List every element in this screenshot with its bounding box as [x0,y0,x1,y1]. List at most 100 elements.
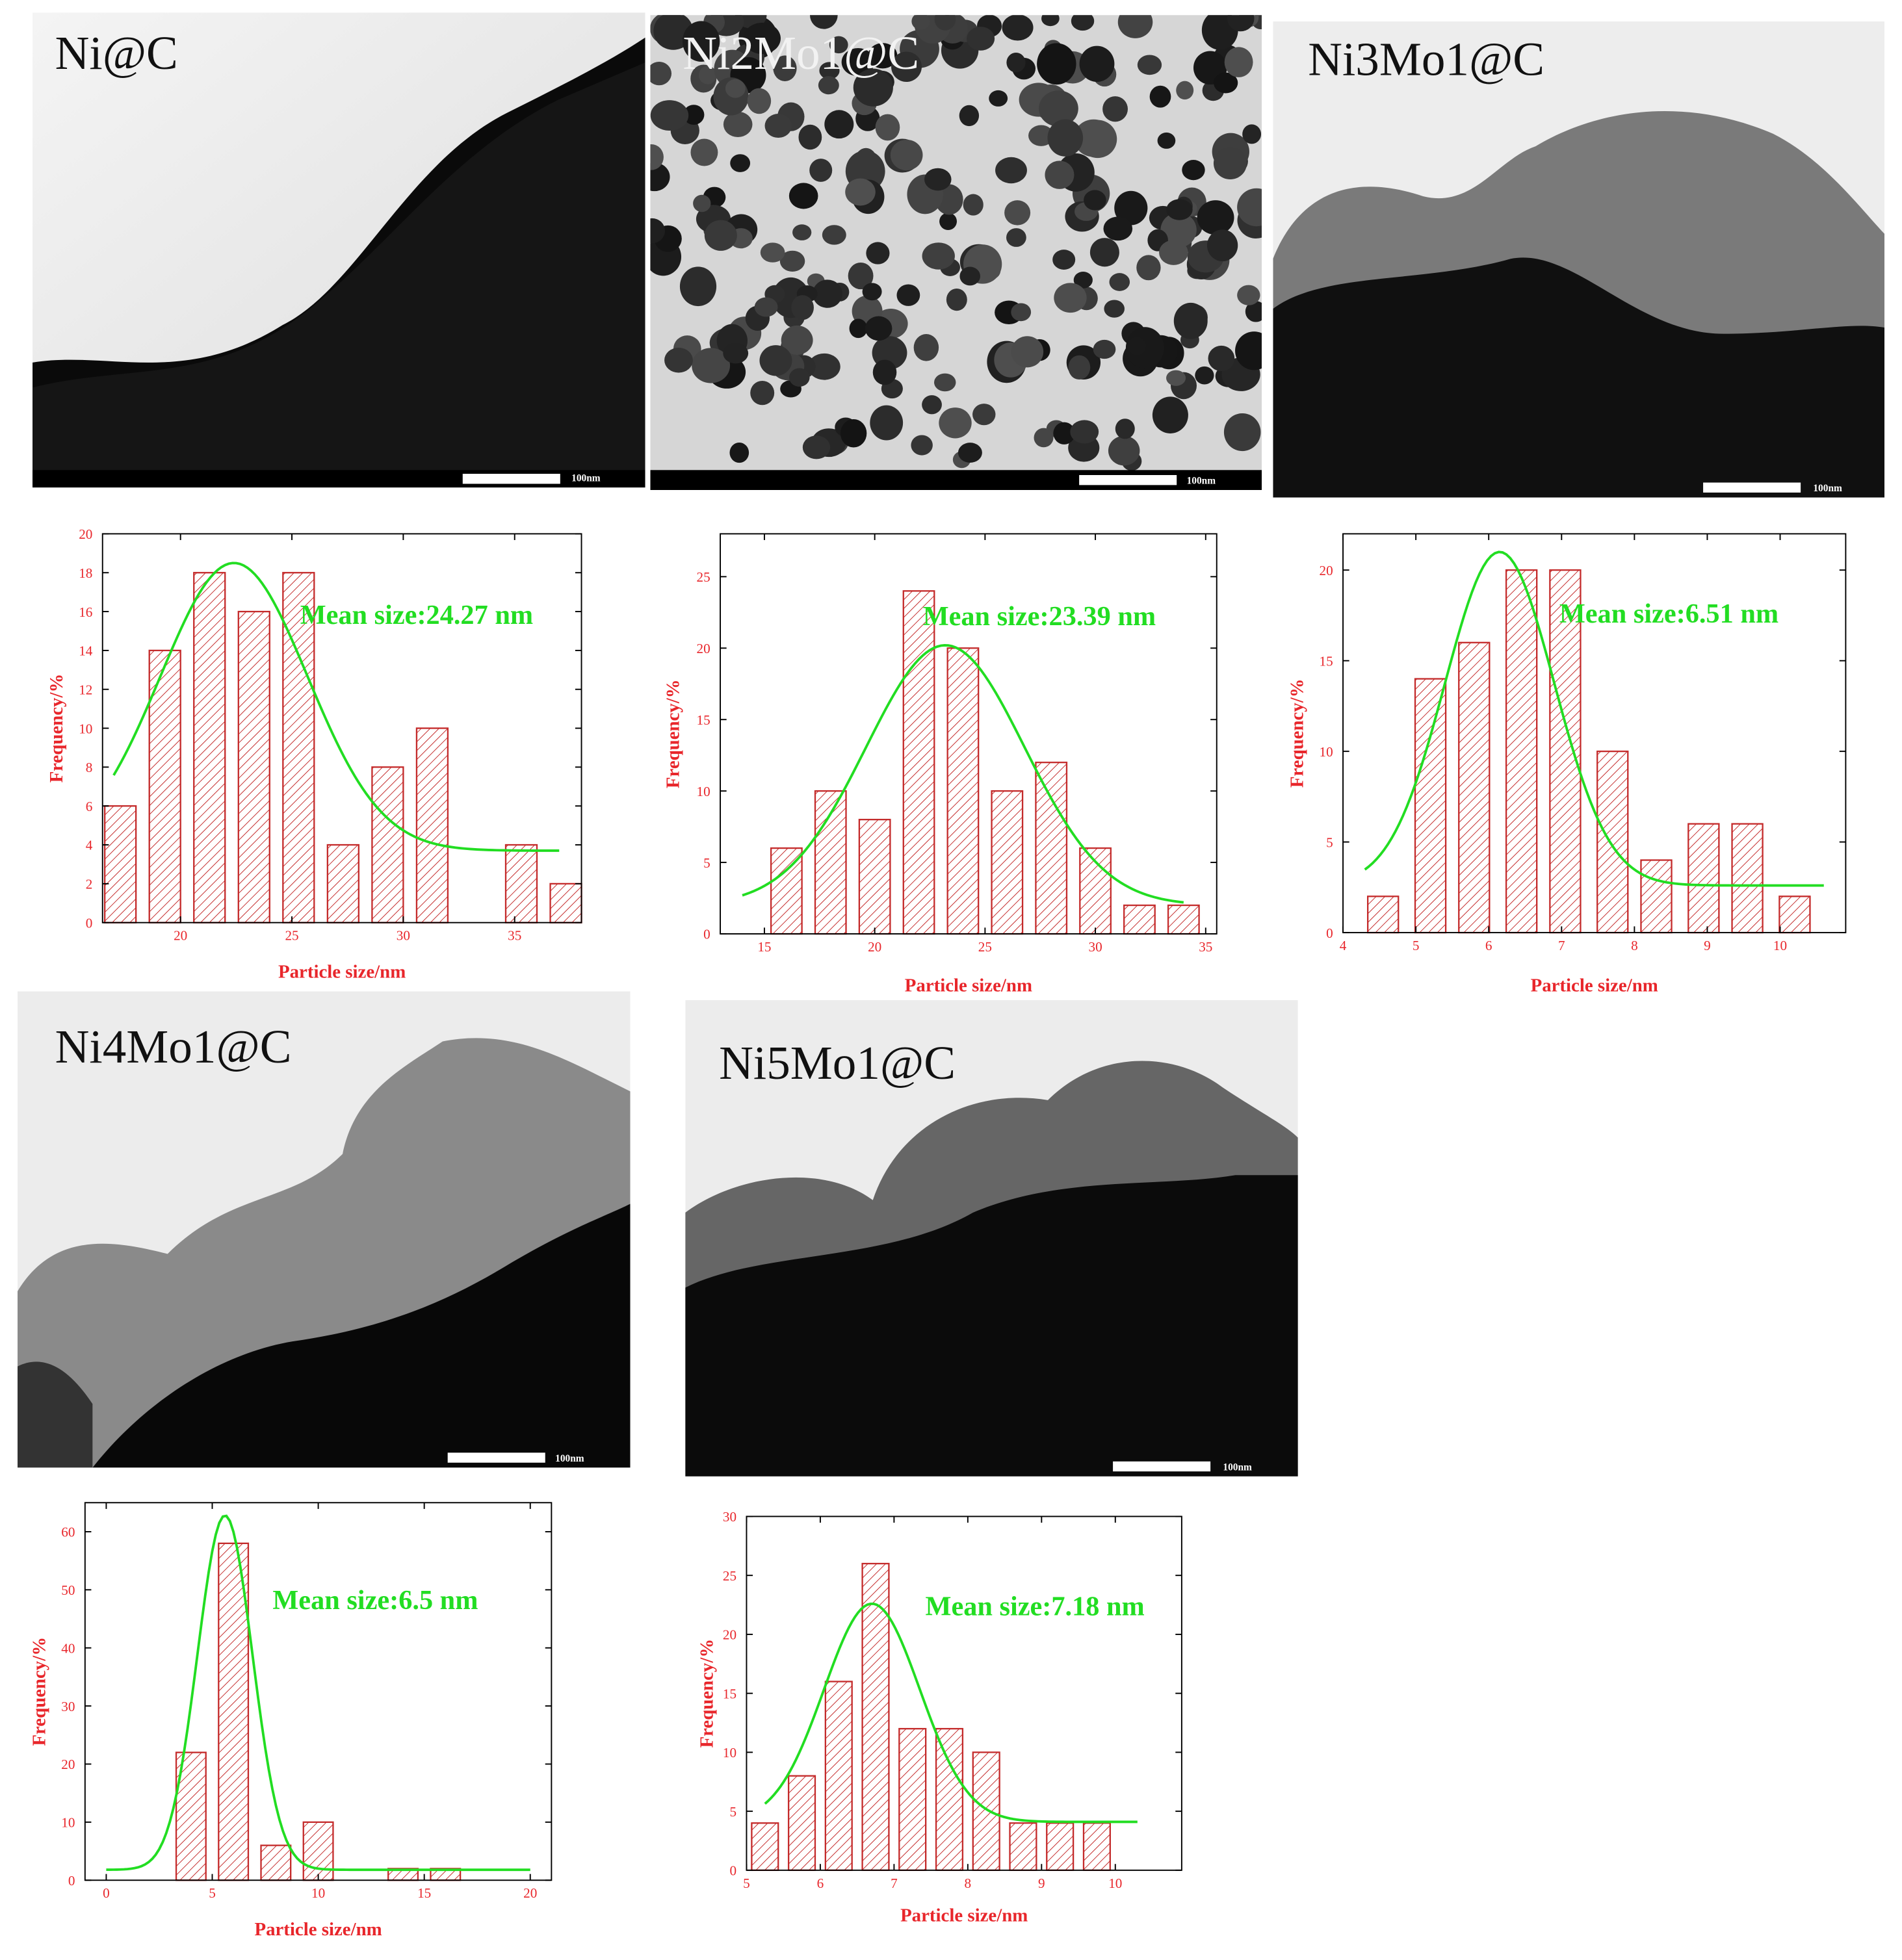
nanoparticle [1006,52,1026,73]
nanoparticle [690,138,718,166]
nanoparticle [1152,396,1188,433]
nanoparticle [698,66,717,84]
nanoparticle [779,250,805,272]
y-tick-label: 8 [86,760,93,775]
x-tick-label: 25 [285,928,298,944]
nanoparticle [1073,272,1093,289]
tem-micrograph-ni3mo1-c: Ni3Mo1@C 100nm [1273,21,1885,498]
gaussian-fit-line [1364,550,1824,887]
x-tick-label: 8 [1631,938,1638,953]
x-tick-label: 15 [417,1885,431,1901]
histogram-bar [1009,1822,1037,1872]
nanoparticle [1002,15,1034,41]
histogram-bar [326,844,359,923]
nanoparticle [939,407,972,439]
y-axis-label: Frequency/% [46,674,67,783]
nanoparticle [650,100,689,131]
nanoparticle [1011,336,1044,368]
tem-image [685,999,1298,1476]
nanoparticle [730,154,751,172]
nanoparticle [1028,125,1054,146]
nanoparticle [1104,300,1125,318]
nanoparticle [1197,200,1234,235]
panel-label: Ni@C [55,27,178,81]
nanoparticle [1166,370,1186,386]
gaussian-fit-line [764,1602,1138,1824]
nanoparticle [1213,147,1247,180]
histogram-bar [1035,762,1068,935]
y-tick-label: 60 [61,1525,75,1540]
nanoparticle [848,262,874,290]
nanoparticle [1208,345,1235,372]
panel-label: Ni2Mo1@C [683,27,920,81]
x-tick-label: 8 [965,1876,972,1891]
y-tick-label: 15 [723,1686,736,1701]
nanoparticle [1011,303,1032,322]
x-tick-label: 4 [1340,938,1347,953]
nanoparticle [1054,283,1087,313]
histogram-bar [751,1822,779,1872]
nanoparticle [682,21,720,62]
nanoparticle [750,380,775,406]
histogram-bar [898,1727,927,1872]
scale-bar [462,474,560,484]
y-axis-label: Frequency/% [29,1637,49,1746]
scale-bar [447,1452,545,1463]
nanoparticle [798,124,822,150]
y-axis-label: Frequency/% [1286,678,1307,788]
histogram-bar [1167,904,1200,935]
y-tick-label: 30 [723,1509,736,1525]
y-tick-label: 14 [79,643,93,659]
tem-micrograph-ni4mo1-c: Ni4Mo1@C 100nm [17,991,631,1468]
nanoparticle [1108,435,1140,466]
histogram-bar [1778,896,1811,934]
x-tick-label: 35 [508,928,521,944]
histogram-bar [1458,641,1491,934]
nanoparticle [1047,119,1084,157]
histogram-bar [858,818,891,935]
y-tick-label: 5 [1326,834,1333,850]
nanoparticle [939,213,958,230]
plot-frame [720,533,1218,935]
x-tick-label: 7 [1558,938,1565,953]
gaussian-fit-line [112,561,560,852]
x-tick-label: 7 [891,1876,898,1891]
nanoparticle [729,442,749,463]
nanoparticle [764,114,792,138]
nanoparticle [743,23,781,55]
x-tick-label: 35 [1199,939,1212,955]
x-tick-label: 20 [868,939,881,955]
nanoparticle [959,266,980,286]
nanoparticle [1079,45,1115,83]
nanoparticle [792,224,812,240]
nanoparticle [891,51,922,83]
nanoparticle [1227,15,1255,32]
mean-size-annotation: Mean size:24.27 nm [300,600,533,630]
nanoparticle [693,194,711,213]
nanoparticle [870,405,904,441]
nanoparticle [1224,47,1253,77]
nanoparticle [1242,124,1262,144]
x-tick-label: 6 [817,1876,824,1891]
nanoparticle [822,225,846,245]
nanoparticle [1037,43,1076,85]
x-tick-label: 30 [397,928,410,944]
scale-bar-label: 100nm [571,472,601,484]
scale-bar [1703,482,1801,493]
nanoparticle [890,139,923,171]
y-tick-label: 20 [61,1757,75,1772]
nanoparticle [845,178,876,206]
nanoparticle [1041,15,1060,27]
nanoparticle [809,15,838,29]
nanoparticle [868,43,898,69]
nanoparticle [1071,15,1095,31]
tem-image [33,12,645,488]
nanoparticle [650,162,670,192]
y-tick-label: 10 [697,784,710,799]
histogram-bar [415,727,449,923]
y-tick-label: 20 [79,526,92,542]
nanoparticle [829,36,848,54]
scale-bar [1113,1461,1211,1472]
nanoparticle [773,55,797,82]
